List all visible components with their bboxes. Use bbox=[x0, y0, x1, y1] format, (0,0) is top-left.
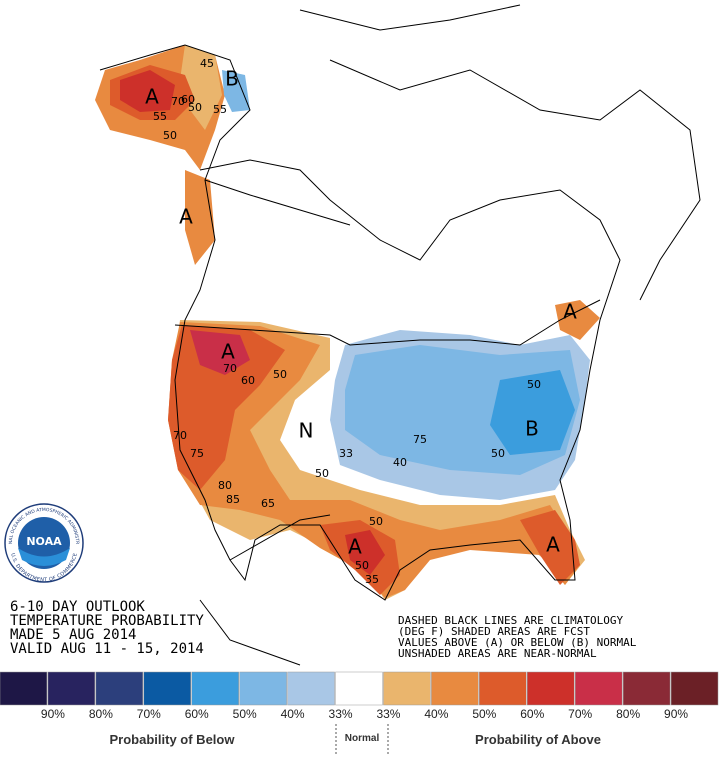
legend-label: 40% bbox=[281, 707, 305, 721]
map-label: 50 bbox=[273, 368, 287, 381]
header-line: VALID AUG 11 - 15, 2014 bbox=[10, 641, 204, 657]
map-label: 70 bbox=[171, 95, 185, 108]
shade-red bbox=[168, 325, 285, 490]
map-label: 85 bbox=[226, 493, 240, 506]
logo-name: NOAA bbox=[26, 535, 62, 548]
legend-label: 70% bbox=[568, 707, 592, 721]
legend-title: Probability of Below bbox=[110, 732, 236, 747]
logo-ring-text: NATIONAL OCEANIC AND ATMOSPHERIC ADMINIS… bbox=[0, 0, 80, 544]
coastline bbox=[299, 4, 701, 301]
map-label: N bbox=[299, 419, 314, 443]
map-label: 60 bbox=[181, 93, 195, 106]
legend-label: 90% bbox=[664, 707, 688, 721]
legend-label: 33% bbox=[329, 707, 353, 721]
map-label: A bbox=[179, 205, 193, 229]
header-line: TEMPERATURE PROBABILITY bbox=[10, 613, 204, 629]
legend-swatch bbox=[383, 671, 431, 706]
map-label: 50 bbox=[369, 515, 383, 528]
map-label: 50 bbox=[163, 129, 177, 142]
legend: Probability of Below Normal Probability … bbox=[0, 671, 719, 756]
legend-swatch bbox=[479, 671, 527, 706]
legend-swatch bbox=[0, 671, 48, 706]
legend-label: 90% bbox=[41, 707, 65, 721]
logo-ring: NATIONAL OCEANIC AND ATMOSPHERIC ADMINIS… bbox=[0, 0, 80, 544]
shade-darkred bbox=[190, 330, 250, 375]
legend-label: 60% bbox=[185, 707, 209, 721]
map-label: 70 bbox=[223, 362, 237, 375]
legend-label: 80% bbox=[89, 707, 113, 721]
shade-blue bbox=[222, 70, 250, 112]
map-label: B bbox=[525, 417, 539, 441]
legend-label: 80% bbox=[616, 707, 640, 721]
legend-label: 50% bbox=[472, 707, 496, 721]
legend-swatch bbox=[143, 671, 191, 706]
map-label: 75 bbox=[413, 433, 427, 446]
header-line: MADE 5 AUG 2014 bbox=[10, 627, 136, 643]
shade-darkred bbox=[120, 70, 175, 112]
note-line: VALUES ABOVE (A) OR BELOW (B) NORMAL bbox=[398, 636, 637, 649]
map-label: B bbox=[225, 67, 239, 91]
legend-swatch bbox=[622, 671, 671, 706]
legend-swatch bbox=[335, 671, 383, 706]
map-label: 50 bbox=[527, 378, 541, 391]
legend-label: 60% bbox=[520, 707, 544, 721]
note-line: UNSHADED AREAS ARE NEAR-NORMAL bbox=[398, 647, 597, 660]
map-label: 70 bbox=[173, 429, 187, 442]
map-label: 60 bbox=[241, 374, 255, 387]
map-label: 55 bbox=[153, 110, 167, 123]
legend-swatch bbox=[47, 671, 96, 706]
border bbox=[174, 299, 601, 346]
map-label: 50 bbox=[315, 467, 329, 480]
map-label: 50 bbox=[188, 101, 202, 114]
legend-label: 70% bbox=[137, 707, 161, 721]
notes: DASHED BLACK LINES ARE CLIMATOLOGY (DEG … bbox=[398, 614, 637, 660]
border bbox=[204, 179, 351, 226]
legend-label: 50% bbox=[233, 707, 257, 721]
shade-light bbox=[180, 45, 222, 130]
map-label: A bbox=[145, 85, 159, 109]
legend-swatch bbox=[574, 671, 623, 706]
legend-label: 40% bbox=[424, 707, 448, 721]
map-label: 75 bbox=[190, 447, 204, 460]
legend-swatch bbox=[527, 671, 575, 706]
note-line: (DEG F) SHADED AREAS ARE FCST bbox=[398, 625, 590, 638]
map-label: 35 bbox=[365, 573, 379, 586]
legend-title: Normal bbox=[345, 733, 380, 744]
header: 6-10 DAY OUTLOOK TEMPERATURE PROBABILITY… bbox=[10, 599, 204, 657]
map: A B A A N B A A A 70 60 50 55 50 45 55 7… bbox=[95, 4, 701, 666]
map-label: 45 bbox=[200, 57, 214, 70]
border bbox=[229, 514, 331, 561]
shade-red bbox=[520, 510, 580, 585]
shade-blue-dark bbox=[490, 370, 575, 455]
noaa-logo: NOAA NATIONAL OCEANIC AND ATMOSPHERIC AD… bbox=[0, 0, 84, 583]
header-line: 6-10 DAY OUTLOOK bbox=[10, 599, 145, 615]
legend-swatch bbox=[287, 671, 335, 706]
coastline bbox=[99, 44, 621, 601]
note-line: DASHED BLACK LINES ARE CLIMATOLOGY bbox=[398, 614, 624, 627]
map-label: 50 bbox=[491, 447, 505, 460]
map-label: A bbox=[348, 535, 362, 559]
map-label: 33 bbox=[339, 447, 353, 460]
legend-swatch bbox=[191, 671, 239, 706]
shade-orange bbox=[555, 300, 600, 340]
legend-swatch bbox=[95, 671, 144, 706]
legend-swatch bbox=[239, 671, 287, 706]
map-label: 55 bbox=[213, 103, 227, 116]
map-label: A bbox=[563, 300, 577, 324]
coastline bbox=[199, 599, 301, 666]
map-label: 50 bbox=[355, 559, 369, 572]
map-label: 80 bbox=[218, 479, 232, 492]
map-label: 65 bbox=[261, 497, 275, 510]
legend-label: 33% bbox=[376, 707, 400, 721]
shade-orange bbox=[168, 322, 580, 598]
shade-darkred bbox=[345, 530, 385, 575]
legend-swatch bbox=[670, 671, 719, 706]
legend-title: Probability of Above bbox=[475, 732, 601, 747]
map-label: A bbox=[546, 533, 560, 557]
map-label: A bbox=[221, 340, 235, 364]
map-label: 40 bbox=[393, 456, 407, 469]
legend-swatch bbox=[431, 671, 479, 706]
